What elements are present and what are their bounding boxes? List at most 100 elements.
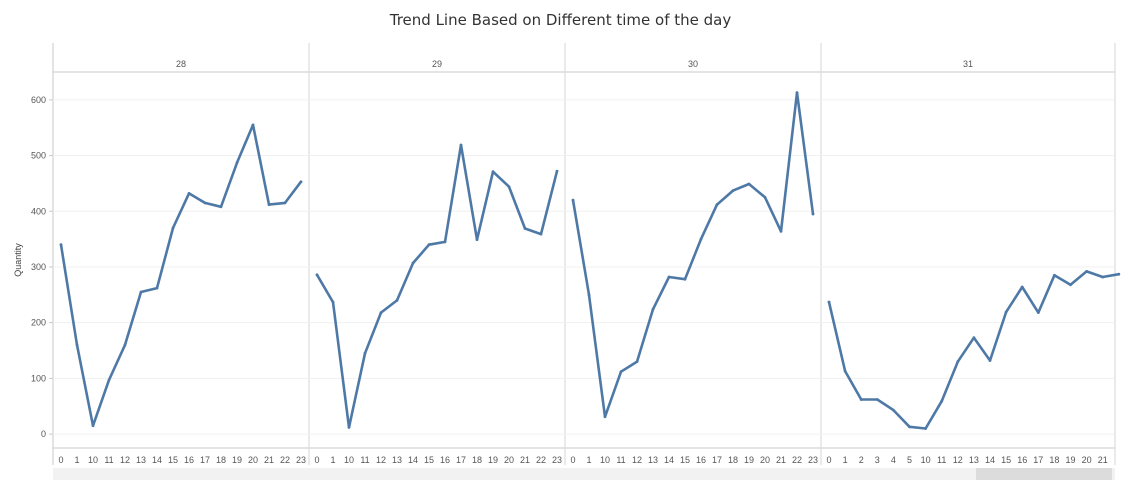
x-tick-label: 18: [728, 455, 738, 465]
x-tick-label: 16: [440, 455, 450, 465]
x-tick-label: 21: [264, 455, 274, 465]
y-axis-title: Quantity: [13, 243, 23, 277]
data-point: [203, 201, 207, 205]
x-tick-label: 21: [776, 455, 786, 465]
x-tick-label: 23: [808, 455, 818, 465]
panel-header: 29: [432, 59, 442, 69]
x-tick-label: 10: [88, 455, 98, 465]
data-point: [859, 398, 863, 401]
x-tick-label: 1: [74, 455, 79, 465]
data-point: [171, 226, 175, 230]
data-point: [427, 243, 431, 247]
x-tick-label: 15: [168, 455, 178, 465]
data-point: [347, 425, 351, 429]
x-tick-label: 13: [648, 455, 658, 465]
data-point: [491, 170, 495, 174]
data-point: [507, 185, 511, 189]
data-point: [1036, 311, 1040, 315]
x-tick-label: 19: [232, 455, 242, 465]
series-line: [59, 123, 303, 427]
x-tick-label: 17: [712, 455, 722, 465]
series-line: [571, 91, 815, 419]
x-tick-label: 16: [1017, 455, 1027, 465]
data-point: [603, 415, 607, 419]
x-tick-label: 15: [1001, 455, 1011, 465]
x-tick-label: 3: [875, 455, 880, 465]
data-point: [123, 343, 127, 347]
x-tick-label: 23: [552, 455, 562, 465]
panel-29: 29 0 1 10 11 12 13 14 15 16 17 18 19 20 21 22 23: [314, 59, 562, 465]
x-tick-label: 21: [1098, 455, 1108, 465]
x-tick-label: 17: [200, 455, 210, 465]
data-point: [1117, 272, 1121, 276]
data-point: [1053, 273, 1056, 277]
data-point: [651, 307, 655, 311]
horizontal-scrollbar-thumb[interactable]: [976, 468, 1112, 480]
data-point: [715, 203, 719, 206]
data-point: [139, 290, 143, 294]
x-tick-label: 14: [664, 455, 674, 465]
x-tick-label: 22: [792, 455, 802, 465]
data-point: [91, 424, 95, 428]
x-tick-label: 14: [985, 455, 995, 465]
horizontal-scrollbar-track[interactable]: [53, 468, 1115, 480]
data-point: [571, 198, 575, 202]
x-tick-label: 11: [616, 455, 625, 465]
panel-header: 31: [963, 59, 973, 69]
data-point: [219, 205, 223, 209]
y-axis: 0 100 200 300 400 500 600 Quantity: [13, 95, 53, 439]
data-point: [107, 378, 111, 382]
gridlines: [53, 99, 1115, 435]
data-point: [411, 261, 415, 265]
data-point: [283, 201, 287, 205]
x-tick-label: 0: [58, 455, 63, 465]
x-tick-label: 13: [392, 455, 402, 465]
x-tick-label: 13: [136, 455, 146, 465]
x-tick-label: 10: [600, 455, 610, 465]
data-point: [683, 277, 687, 281]
x-tick-label: 10: [921, 455, 931, 465]
data-point: [539, 232, 543, 236]
x-tick-label: 16: [696, 455, 706, 465]
x-tick-label: 22: [280, 455, 290, 465]
data-point: [379, 311, 383, 315]
x-tick-label: 12: [376, 455, 386, 465]
data-point: [443, 240, 447, 244]
y-tick-label: 0: [41, 429, 46, 439]
x-tick-label: 20: [248, 455, 258, 465]
y-tick-label: 200: [31, 318, 46, 328]
data-point: [731, 189, 735, 193]
data-point: [892, 408, 895, 412]
data-point: [363, 351, 367, 355]
data-point: [988, 359, 992, 362]
y-tick-label: 500: [31, 151, 46, 161]
x-tick-label: 20: [1082, 455, 1092, 465]
data-point: [1101, 275, 1105, 279]
data-point: [555, 169, 559, 173]
x-tick-label: 22: [536, 455, 546, 465]
x-tick-label: 5: [907, 455, 912, 465]
y-tick-label: 400: [31, 206, 46, 216]
data-point: [1020, 285, 1024, 289]
data-point: [251, 123, 255, 127]
panel-header: 30: [688, 59, 698, 69]
x-tick-label: 15: [680, 455, 690, 465]
data-point: [811, 212, 815, 216]
x-tick-label: 13: [969, 455, 979, 465]
x-tick-label: 18: [1049, 455, 1059, 465]
data-point: [747, 182, 751, 186]
x-tick-label: 12: [953, 455, 963, 465]
x-tick-label: 11: [360, 455, 369, 465]
data-point: [75, 343, 79, 347]
data-point: [956, 360, 960, 364]
y-tick-label: 100: [31, 373, 46, 383]
x-tick-label: 1: [586, 455, 591, 465]
data-point: [635, 360, 639, 364]
data-point: [843, 369, 847, 373]
x-tick-label: 0: [826, 455, 831, 465]
x-tick-label: 23: [296, 455, 306, 465]
panel-31: 310 1 2 3 4 5 10 11 12 13 14 15 16 17 18 19 20 21: [826, 59, 1121, 465]
x-tick-label: 2: [859, 455, 864, 465]
x-tick-label: 20: [504, 455, 514, 465]
